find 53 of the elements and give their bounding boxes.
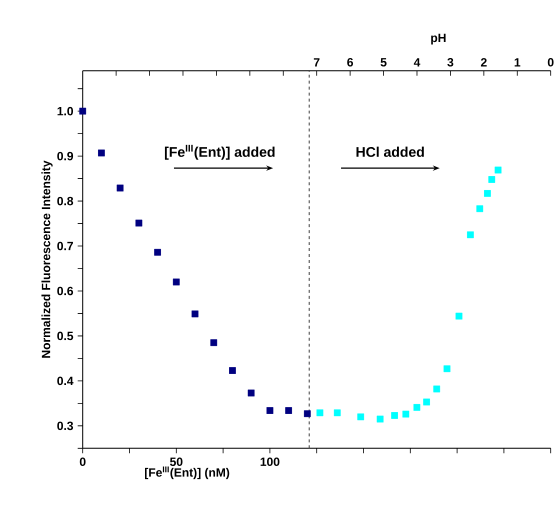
y-tick-label: 1.0 bbox=[58, 106, 74, 116]
y-tick-label: 0.4 bbox=[57, 376, 74, 386]
point bbox=[154, 248, 161, 256]
point bbox=[376, 416, 384, 422]
y-axis-title: Normalized Fluorescence Intensity bbox=[41, 160, 53, 358]
x-tick-label: 50 bbox=[170, 458, 182, 466]
point bbox=[304, 410, 311, 418]
x2-axis-title: pH bbox=[431, 34, 446, 44]
point bbox=[334, 409, 341, 416]
y-tick-label: 0.7 bbox=[57, 242, 73, 250]
point bbox=[316, 409, 324, 416]
point bbox=[248, 390, 255, 396]
point bbox=[476, 205, 484, 212]
point bbox=[357, 413, 364, 420]
point bbox=[116, 184, 124, 192]
x2-tick-label: 7 bbox=[314, 58, 320, 66]
x2-tick-label: 6 bbox=[347, 58, 354, 67]
y-tick-label: 0.6 bbox=[57, 286, 74, 296]
point bbox=[456, 312, 462, 320]
annotation: HCl added bbox=[356, 146, 424, 157]
point bbox=[494, 166, 502, 174]
y-tick-label: 0.8 bbox=[57, 196, 74, 206]
point bbox=[391, 412, 398, 419]
point bbox=[98, 150, 105, 156]
x2-tick-label: 4 bbox=[414, 58, 420, 66]
x2-tick-label: 2 bbox=[480, 58, 487, 66]
x2-tick-label: 5 bbox=[380, 58, 387, 67]
point bbox=[210, 339, 218, 346]
point bbox=[413, 404, 420, 411]
point bbox=[172, 278, 180, 286]
y-tick-label: 0.5 bbox=[57, 332, 74, 340]
x-axis-title: [Fe$^{III}$(Ent)] (nM) bbox=[145, 466, 230, 480]
x2-tick-label: 1 bbox=[514, 58, 520, 66]
point bbox=[466, 231, 474, 238]
annotation: [Fe$^{III}$(Ent)] added bbox=[164, 144, 275, 160]
point bbox=[423, 398, 430, 406]
point bbox=[402, 410, 410, 418]
y-tick-label: 0.9 bbox=[57, 152, 74, 160]
point bbox=[285, 407, 292, 414]
x-tick-label: 100 bbox=[260, 458, 280, 466]
point bbox=[433, 386, 440, 392]
point bbox=[266, 407, 274, 414]
point bbox=[488, 176, 496, 183]
point bbox=[229, 367, 236, 374]
x-tick-label: 0 bbox=[80, 458, 86, 466]
y-tick-label: 0.3 bbox=[57, 422, 74, 430]
point bbox=[444, 365, 450, 372]
point bbox=[484, 190, 491, 197]
x2-tick-label: 3 bbox=[447, 58, 454, 66]
point bbox=[79, 108, 86, 115]
x2-tick-label: 0 bbox=[548, 58, 554, 67]
point bbox=[135, 220, 142, 226]
point bbox=[192, 310, 198, 318]
